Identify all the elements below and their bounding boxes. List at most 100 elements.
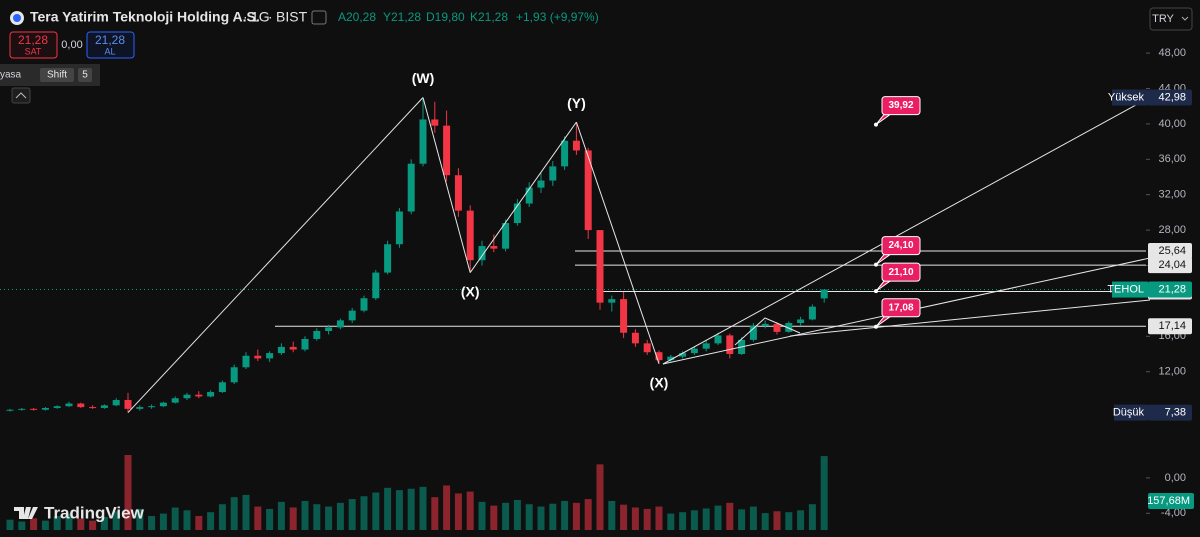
callout-box	[881, 298, 921, 318]
callout-box	[881, 262, 921, 282]
candle-body	[561, 140, 569, 167]
volume-bar	[289, 507, 297, 530]
candle-body	[65, 403, 73, 407]
candle-body	[785, 323, 793, 332]
candle-body	[726, 335, 734, 354]
volume-bar	[584, 499, 592, 530]
volume-bar	[183, 510, 191, 530]
candle-body	[407, 163, 415, 212]
marker-name: Düşük	[1113, 406, 1145, 418]
volume-bar	[325, 506, 333, 530]
volume-bar	[277, 501, 285, 530]
wave-label: (W)	[412, 70, 435, 86]
marker-value: 21,28	[1158, 283, 1186, 295]
volume-bar	[242, 494, 250, 530]
symbol[interactable]: Tera Yatirim Teknoloji Holding A.S.	[30, 9, 260, 25]
marker-name: Yüksek	[1108, 91, 1145, 103]
candle-body	[171, 398, 179, 403]
candle-body	[384, 244, 392, 273]
volume-bar	[643, 508, 651, 530]
buy-price[interactable]: 21,28	[95, 33, 125, 47]
y-tick-label: 0,00	[1165, 472, 1186, 484]
marker-value: 7,38	[1165, 406, 1186, 418]
candle-body	[690, 348, 698, 354]
candle-body	[18, 408, 26, 410]
eye-icon[interactable]	[311, 10, 327, 25]
candle-body	[301, 338, 309, 350]
wave-label: (Y)	[567, 95, 586, 111]
candle-body	[466, 210, 474, 261]
logo-icon	[14, 507, 38, 519]
volume-bar	[561, 500, 569, 530]
level-label: 25,64	[1158, 245, 1186, 257]
candle-body	[655, 352, 663, 361]
volume-bar	[513, 500, 521, 530]
volume-bar	[572, 502, 580, 530]
candle-body	[525, 187, 533, 204]
volume-bar	[395, 490, 403, 530]
volume-bar	[336, 502, 344, 530]
candle-body	[195, 394, 203, 397]
candle-body	[443, 125, 451, 176]
volume-bar	[254, 506, 262, 530]
volume-bar	[431, 497, 439, 530]
candle-body	[773, 323, 781, 332]
candle-body	[797, 319, 805, 324]
sell-price[interactable]: 21,28	[18, 33, 48, 47]
callout-label: 24,10	[888, 240, 913, 251]
ohlc-open: A20,28	[338, 10, 376, 24]
y-tick-label: 28,00	[1158, 224, 1186, 236]
candle-body	[183, 394, 191, 399]
candle-body	[502, 223, 510, 249]
candle-body	[277, 346, 285, 354]
currency[interactable]: TRY	[1152, 13, 1174, 25]
volume-bar	[466, 491, 474, 530]
candle-body	[289, 346, 297, 350]
volume-bar	[679, 512, 687, 530]
candle-body	[100, 405, 108, 408]
currency-box[interactable]	[1149, 7, 1193, 31]
volume-bar	[112, 511, 120, 530]
volume-bar	[702, 508, 710, 530]
volume-bar	[797, 510, 805, 530]
volume-bar	[773, 511, 781, 530]
candle-body	[336, 320, 344, 328]
collapse-icon	[15, 92, 27, 99]
candle-body	[41, 407, 49, 410]
sell-label[interactable]: SAT	[25, 46, 42, 56]
levels	[0, 250, 1146, 327]
candle-body	[490, 246, 498, 249]
volume-bar	[100, 516, 108, 530]
volume-bar	[490, 505, 498, 530]
buy-button[interactable]	[86, 31, 135, 59]
marker-value-box	[1148, 404, 1192, 421]
volume-bar	[620, 504, 628, 530]
candle-body	[419, 119, 427, 164]
drawings: (W) (X) (Y) (X) 39,92 24,10 21,10 17,08	[127, 70, 1151, 413]
candle-body	[242, 355, 250, 368]
candle-body	[254, 355, 262, 359]
sell-button[interactable]	[9, 31, 58, 59]
collapse-button[interactable]	[11, 87, 31, 104]
candle-body	[6, 409, 14, 411]
candle-body	[537, 180, 545, 188]
interval[interactable]: 1G	[251, 9, 270, 25]
buy-label[interactable]: AL	[104, 46, 115, 56]
candle-body	[30, 408, 38, 410]
volume-bar	[124, 455, 132, 530]
volume-bar	[608, 500, 616, 530]
volume-bar	[360, 496, 368, 530]
channel-line	[662, 99, 1146, 365]
candle-body	[89, 407, 97, 409]
symbol-icon	[13, 14, 21, 22]
y-tick-label: 12,00	[1158, 366, 1186, 378]
candle-body	[702, 343, 710, 349]
volume-bar	[266, 508, 274, 530]
wave-line	[127, 97, 424, 413]
candle-body	[679, 353, 687, 357]
volume-bar	[631, 507, 639, 530]
volume-bar	[348, 499, 356, 530]
callout-box	[881, 96, 921, 116]
candle-body	[820, 289, 828, 299]
volume-bar	[655, 506, 663, 530]
